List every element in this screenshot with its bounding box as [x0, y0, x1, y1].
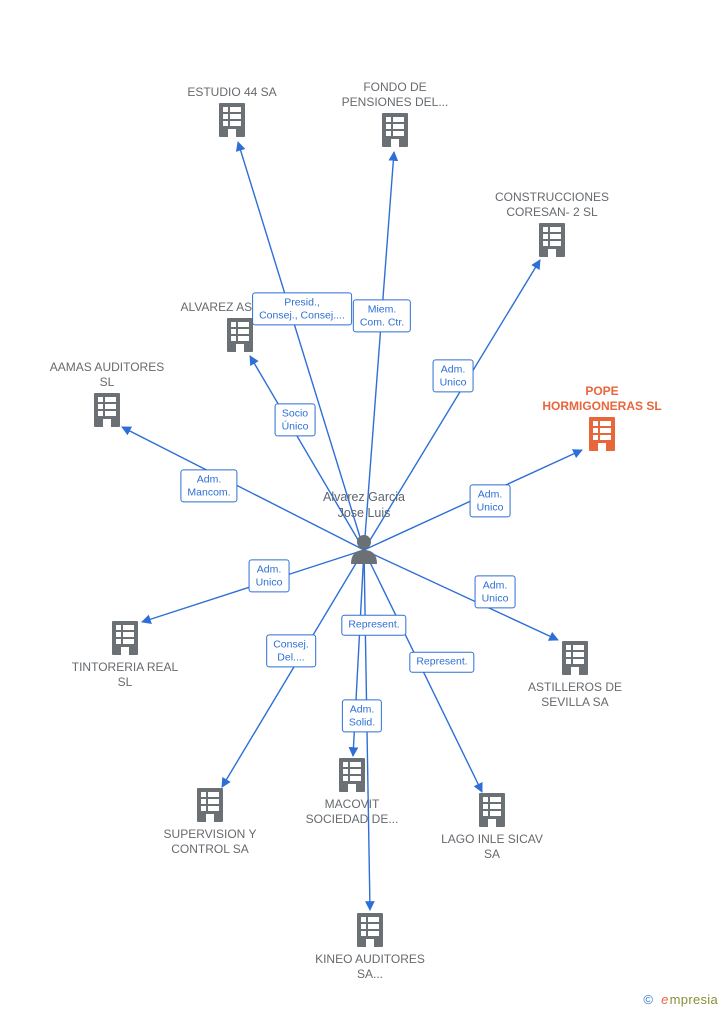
- building-icon-supervision[interactable]: [197, 788, 223, 822]
- edge-tag-tintoreria: Adm. Unico: [249, 559, 290, 592]
- edge-tag-construcciones: Adm. Unico: [433, 359, 474, 392]
- edge-tag-fondo: Miem. Com. Ctr.: [353, 299, 411, 332]
- brand-watermark: © empresia: [643, 992, 718, 1007]
- edge-tag-estudio44: Presid., Consej., Consej....: [252, 292, 352, 325]
- building-icon-lagoinle[interactable]: [479, 793, 505, 827]
- building-icon-tintoreria[interactable]: [112, 621, 138, 655]
- edge-tag-alvarezasoc: Socio Único: [275, 403, 316, 436]
- edge-tag-kineo: Represent.: [341, 615, 406, 636]
- building-icon-astilleros[interactable]: [562, 641, 588, 675]
- edge-tag-lagoinle: Represent.: [409, 652, 474, 673]
- edge-tag-astilleros: Adm. Unico: [475, 575, 516, 608]
- building-icon-fondo[interactable]: [382, 113, 408, 147]
- building-icon-pope[interactable]: [589, 417, 615, 451]
- building-icon-estudio44[interactable]: [219, 103, 245, 137]
- brand-rest: mpresia: [670, 992, 718, 1007]
- building-icon-kineo[interactable]: [357, 913, 383, 947]
- edge-tag-macovit: Adm. Solid.: [342, 699, 382, 732]
- copyright-symbol: ©: [643, 992, 653, 1007]
- edge-supervision: [222, 550, 364, 787]
- center-person-label[interactable]: Alvarez Garcia Jose Luis: [309, 489, 419, 522]
- building-icon-macovit[interactable]: [339, 758, 365, 792]
- building-icon-alvarezasoc[interactable]: [227, 318, 253, 352]
- edge-tag-aamas: Adm. Mancom.: [180, 469, 237, 502]
- brand-e: e: [661, 992, 669, 1007]
- building-icon-aamas[interactable]: [94, 393, 120, 427]
- edge-tag-pope: Adm. Unico: [470, 484, 511, 517]
- building-icon-construcciones[interactable]: [539, 223, 565, 257]
- edge-tag-supervision: Consej. Del....: [266, 634, 316, 667]
